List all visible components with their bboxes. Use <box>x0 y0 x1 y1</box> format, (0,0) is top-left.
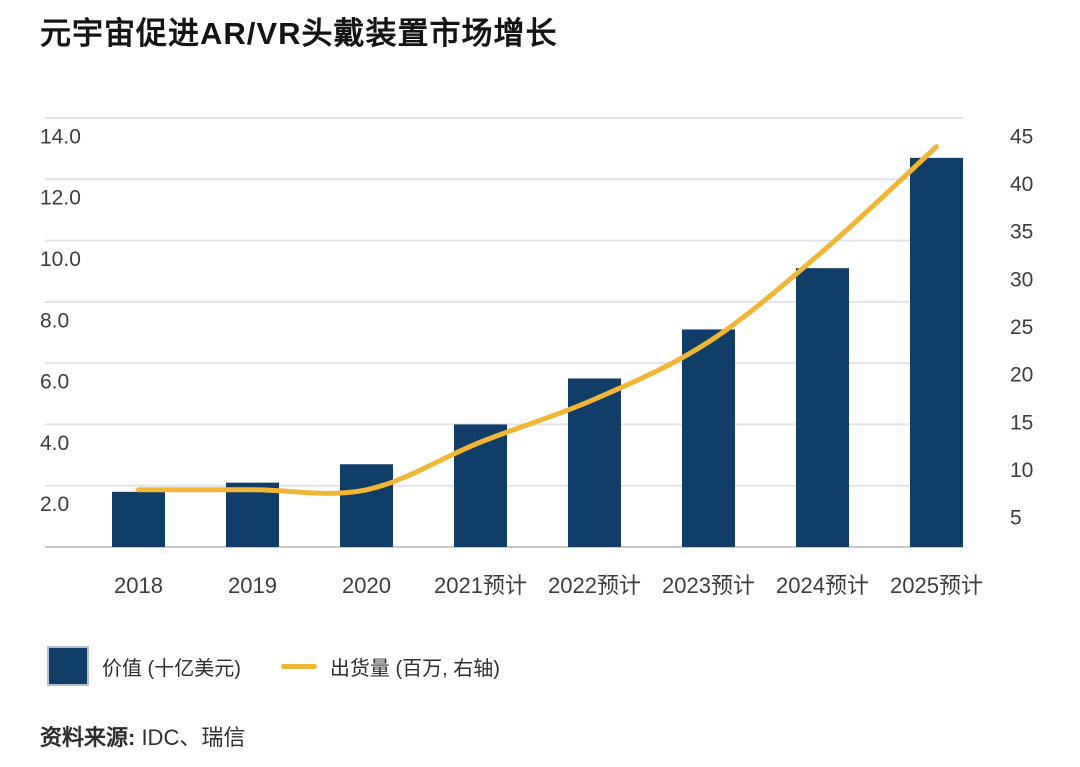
left-axis-tick: 12.0 <box>40 187 81 210</box>
bar-2023预计 <box>682 329 735 547</box>
bar-2025预计 <box>910 157 963 548</box>
right-axis-tick: 35 <box>1010 221 1033 244</box>
x-axis-label: 2022预计 <box>548 573 641 598</box>
source-label: 资料来源: <box>40 725 136 750</box>
bar-2022预计 <box>568 378 621 547</box>
x-axis-label: 2020 <box>342 573 391 598</box>
shipments-line <box>136 144 939 496</box>
bar-2018 <box>112 491 165 547</box>
source-text: IDC、瑞信 <box>135 725 246 750</box>
legend: 价值 (十亿美元) 出货量 (百万, 右轴) <box>47 646 500 686</box>
x-axis-label: 2023预计 <box>662 573 755 598</box>
left-axis-tick: 8.0 <box>40 309 69 332</box>
right-axis-tick: 45 <box>1010 125 1033 148</box>
right-axis-tick: 20 <box>1010 364 1033 387</box>
bar-2021预计 <box>454 424 507 547</box>
left-axis-tick: 2.0 <box>40 493 69 516</box>
left-axis-tick: 4.0 <box>40 432 69 455</box>
chart-title: 元宇宙促进AR/VR头戴装置市场增长 <box>40 16 558 51</box>
x-axis-label: 2018 <box>114 573 163 598</box>
source-note: 资料来源: IDC、瑞信 <box>40 720 245 752</box>
line-series-swatch <box>280 663 317 669</box>
left-axis-tick: 14.0 <box>40 125 81 148</box>
bar-2020 <box>340 464 393 547</box>
x-axis-label: 2025预计 <box>890 573 983 598</box>
right-axis-tick: 25 <box>1010 316 1033 339</box>
x-axis-label: 2024预计 <box>776 573 869 598</box>
right-axis-tick: 40 <box>1010 173 1033 196</box>
legend-item-label: 出货量 (百万, 右轴) <box>329 657 500 680</box>
legend-item-value: 价值 (十亿美元) <box>47 646 241 686</box>
x-axis-label: 2021预计 <box>434 573 527 598</box>
right-axis-tick: 5 <box>1010 507 1022 530</box>
left-axis-tick: 6.0 <box>40 371 69 394</box>
right-axis-tick: 15 <box>1010 411 1033 434</box>
bar-2024预计 <box>796 268 849 547</box>
left-axis-tick: 10.0 <box>40 248 81 271</box>
right-axis-tick: 10 <box>1010 459 1033 482</box>
x-axis-label: 2019 <box>228 573 277 598</box>
bar-series-swatch <box>47 646 89 686</box>
combo-chart: 14.0 12.0 10.0 8.0 6.0 4.0 2.0 45 40 35 30 25 20 15 10… <box>40 117 1033 598</box>
right-axis-tick: 30 <box>1010 268 1033 291</box>
legend-item-shipments: 出货量 (百万, 右轴) <box>280 652 500 681</box>
legend-item-label: 价值 (十亿美元) <box>102 657 241 680</box>
bar-2019 <box>226 482 279 547</box>
